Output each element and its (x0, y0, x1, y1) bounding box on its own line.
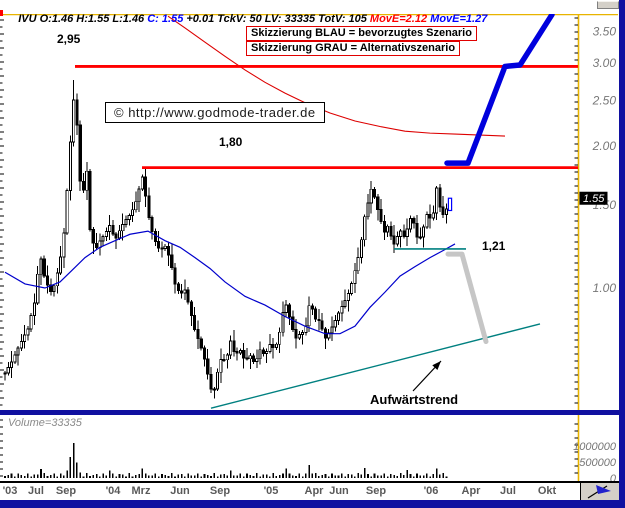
pane-separator (0, 410, 619, 415)
window-border-bottom (0, 500, 625, 508)
volume-tick-label: 1000000 (573, 441, 617, 453)
x-axis-label: Sep (55, 485, 77, 497)
last-price-tag: 1.55 (579, 191, 608, 205)
pane-borders (0, 13, 618, 481)
time-axis-line (0, 481, 619, 483)
x-axis-label: Jun (329, 485, 349, 497)
ticker-volumes: TckV: 50 LV: 33335 TotV: 105 (217, 13, 370, 25)
x-axis-label: Jun (170, 485, 190, 497)
resize-handle[interactable] (597, 1, 619, 9)
x-axis-label: '05 (263, 485, 279, 497)
candles-layer (3, 79, 449, 399)
price-tick-label: 3.50 (593, 24, 617, 38)
ticker-ohlc: IVU O:1.46 H:1.55 L:1.46 (18, 13, 148, 25)
ticker-close: C: 1.55 (147, 13, 187, 25)
label-support-121: 1,21 (482, 239, 506, 253)
topbar-red-marker (0, 10, 3, 16)
volume-tick-label: 500000 (579, 457, 617, 469)
price-tick-label: 1.00 (593, 281, 617, 295)
ticker-move-slow: MovE=2.12 (369, 13, 431, 25)
ma-fast-line (4, 230, 456, 335)
volume-pane-label: Volume=33335 (8, 417, 82, 429)
legend-gray-scenario: Skizzierung GRAU = Alternativszenario (246, 41, 461, 56)
flag-button[interactable] (580, 483, 619, 500)
resistance-levels (75, 65, 578, 170)
scenario-legend: Skizzierung BLAU = bevorzugtes Szenario … (246, 26, 477, 56)
x-axis-label: Jul (28, 485, 44, 497)
support-lines (210, 248, 541, 409)
label-resistance-295: 2,95 (57, 32, 81, 46)
price-axis-labels: 3.503.002.502.001.501.00 (592, 24, 617, 295)
x-axis-label: '03 (2, 485, 18, 497)
volume-axis-labels: 1000000 500000 0 (573, 441, 617, 485)
x-axis-label: Apr (461, 485, 481, 497)
label-uptrend: Aufwärtstrend (370, 392, 459, 407)
ticker-change: +0.01 (186, 13, 218, 25)
x-axis-label: Apr (304, 485, 324, 497)
price-tick-label: 2.00 (592, 139, 617, 153)
time-axis-labels: '03 Jul Sep '04 Mrz Jun Sep '05 Apr Jun Sep '06 Apr J… (0, 483, 579, 500)
volume-tick-label: 0 (610, 473, 617, 485)
label-resistance-180: 1,80 (219, 135, 243, 149)
price-tick-label: 3.00 (593, 56, 617, 70)
ticker-move-fast: MovE=1.27 (430, 13, 488, 25)
x-axis-label: '04 (105, 485, 121, 497)
x-axis-label: Mrz (131, 485, 151, 497)
legend-blue-scenario: Skizzierung BLAU = bevorzugtes Szenario (246, 26, 477, 41)
scenario-blue-line (444, 11, 555, 166)
watermark-box: © http://www.godmode-trader.de (105, 102, 325, 123)
volume-layer (4, 442, 448, 478)
window-border-right (619, 0, 625, 508)
flag-icon (587, 485, 611, 499)
x-axis-label: Sep (365, 485, 387, 497)
uptrend-arrow (412, 360, 442, 392)
x-axis-label: Sep (209, 485, 231, 497)
svg-text:1.55: 1.55 (583, 193, 605, 205)
price-tick-label: 2.50 (592, 93, 617, 107)
ticker-bar: IVU O:1.46 H:1.55 L:1.46 C: 1.55 +0.01 T… (0, 0, 624, 25)
x-axis-label: Jul (500, 485, 516, 497)
current-bar (447, 197, 453, 212)
x-axis-label: Okt (537, 485, 557, 497)
scenario-gray-line (445, 251, 489, 345)
x-axis-label: '06 (423, 485, 439, 497)
